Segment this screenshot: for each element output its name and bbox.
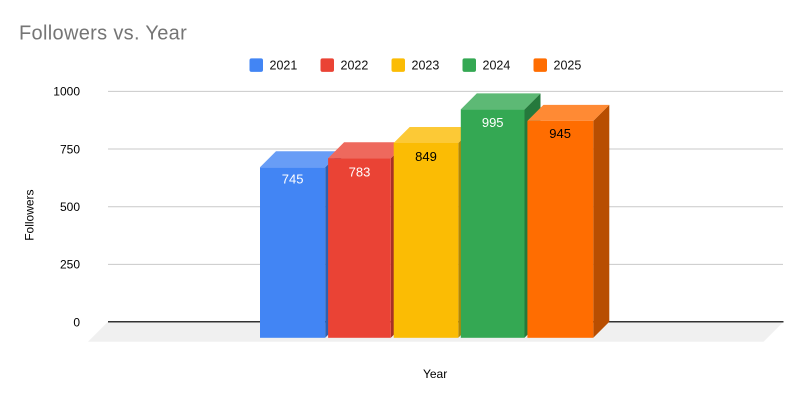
svg-text:2025: 2025 <box>554 59 582 73</box>
svg-text:Followers vs. Year: Followers vs. Year <box>19 23 187 45</box>
svg-text:995: 995 <box>482 115 504 130</box>
svg-text:500: 500 <box>60 200 80 214</box>
svg-text:945: 945 <box>549 126 571 141</box>
svg-text:Followers: Followers <box>22 189 36 240</box>
svg-text:1000: 1000 <box>53 85 80 99</box>
svg-text:250: 250 <box>60 258 80 272</box>
svg-text:783: 783 <box>349 164 371 179</box>
svg-text:2022: 2022 <box>341 59 369 73</box>
svg-text:2024: 2024 <box>483 59 511 73</box>
svg-text:2023: 2023 <box>412 59 440 73</box>
svg-text:849: 849 <box>415 149 437 164</box>
svg-text:2021: 2021 <box>270 59 298 73</box>
svg-text:Year: Year <box>423 367 447 381</box>
svg-text:750: 750 <box>60 142 80 156</box>
svg-text:0: 0 <box>73 315 80 329</box>
svg-text:745: 745 <box>282 171 304 186</box>
